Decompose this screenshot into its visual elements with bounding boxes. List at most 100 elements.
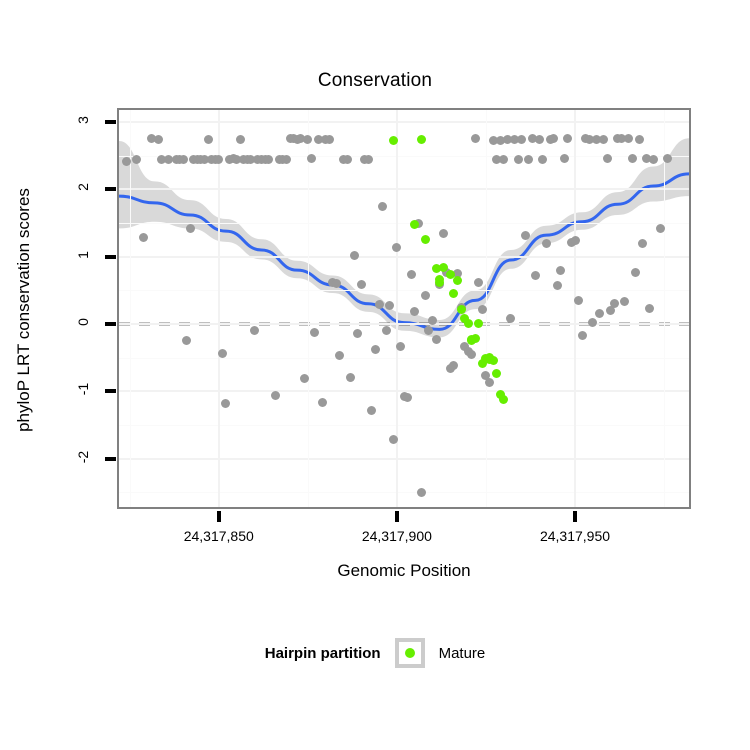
scatter-point	[178, 154, 188, 164]
scatter-point	[157, 154, 167, 164]
scatter-point	[460, 314, 470, 324]
scatter-point	[481, 371, 491, 381]
scatter-point	[477, 305, 487, 315]
scatter-point	[264, 154, 274, 164]
gridline-minor-horizontal	[119, 155, 689, 157]
scatter-point	[346, 372, 356, 382]
scatter-point	[570, 236, 580, 246]
legend-title: Hairpin partition	[264, 644, 381, 662]
scatter-point	[563, 134, 573, 144]
scatter-point	[531, 271, 541, 281]
scatter-point	[395, 341, 405, 351]
scatter-point	[392, 242, 402, 252]
gridline-major-horizontal	[119, 121, 689, 124]
scatter-point	[296, 134, 306, 144]
scatter-point	[648, 154, 658, 164]
gridline-minor-horizontal	[119, 424, 689, 426]
scatter-point	[249, 326, 259, 336]
scatter-point	[420, 290, 430, 300]
y-axis-tick-label: 0	[75, 318, 91, 326]
scatter-point	[645, 304, 655, 313]
scatter-point	[492, 369, 502, 379]
scatter-point	[435, 275, 445, 285]
scatter-point	[438, 262, 448, 272]
scatter-point	[616, 134, 626, 144]
scatter-point	[495, 390, 505, 400]
gridline-minor-vertical	[129, 110, 131, 507]
scatter-point	[591, 135, 601, 145]
scatter-point	[317, 397, 327, 407]
scatter-point	[410, 307, 420, 317]
scatter-point	[456, 304, 466, 314]
y-axis-tick-label: 1	[75, 250, 91, 259]
scatter-point	[378, 202, 388, 212]
scatter-point	[139, 232, 149, 242]
gridline-minor-horizontal	[119, 357, 689, 359]
scatter-point	[438, 228, 448, 238]
gridline-minor-horizontal	[119, 290, 689, 292]
scatter-point	[403, 393, 413, 403]
scatter-point	[335, 351, 345, 361]
scatter-point	[474, 318, 484, 328]
scatter-point	[153, 135, 163, 145]
scatter-point	[121, 156, 131, 166]
scatter-point	[371, 345, 380, 355]
scatter-point	[599, 135, 608, 145]
plot-panel-inner	[119, 110, 689, 507]
scatter-point	[431, 264, 441, 274]
scatter-point	[420, 235, 430, 245]
scatter-point	[214, 154, 224, 164]
y-axis-tick	[105, 389, 116, 394]
page-title: Conservation	[317, 70, 433, 91]
scatter-point	[460, 341, 470, 351]
y-axis-tick-label: 3	[75, 116, 91, 125]
legend-point-icon	[404, 648, 415, 658]
scatter-point	[509, 135, 519, 145]
scatter-point	[534, 135, 544, 145]
x-axis-tick	[216, 511, 221, 522]
scatter-point	[506, 314, 516, 324]
scatter-point	[463, 319, 473, 329]
x-axis-tick	[394, 511, 399, 522]
scatter-point	[452, 269, 462, 278]
scatter-point	[499, 394, 509, 404]
x-axis-tick-label: 24,317,950	[539, 528, 611, 544]
gridline-minor-horizontal	[119, 492, 689, 494]
scatter-point	[388, 136, 398, 146]
scatter-point	[495, 135, 505, 145]
scatter-point	[502, 135, 512, 145]
scatter-point	[428, 316, 437, 326]
scatter-point	[203, 135, 213, 145]
scatter-point	[549, 134, 559, 144]
scatter-point	[638, 238, 648, 248]
scatter-point	[524, 154, 534, 164]
scatter-point	[388, 434, 398, 444]
scatter-point	[542, 238, 551, 248]
gridline-major-horizontal	[119, 457, 689, 460]
scatter-point	[385, 301, 395, 311]
legend-key-mature[interactable]	[394, 638, 425, 668]
gridline-major-horizontal	[119, 390, 689, 393]
gridline-minor-vertical	[307, 110, 309, 507]
scatter-point	[164, 155, 174, 165]
gridline-major-vertical	[395, 110, 398, 507]
scatter-point	[552, 281, 562, 291]
y-axis-tick-label: -1	[75, 383, 91, 396]
y-axis-tick-label: -2	[75, 450, 91, 463]
legend-label-mature: Mature	[438, 644, 486, 662]
scatter-point	[595, 308, 605, 318]
scatter-point	[324, 135, 334, 145]
y-axis-title: phyloP LRT conservation scores	[14, 188, 33, 432]
scatter-point	[331, 279, 341, 289]
x-axis-title: Genomic Position	[337, 561, 471, 580]
scatter-point	[474, 277, 484, 287]
scatter-point	[363, 154, 373, 164]
scatter-point	[467, 350, 477, 360]
scatter-point	[492, 154, 502, 164]
scatter-point	[584, 135, 594, 145]
scatter-point	[374, 299, 384, 309]
gridline-minor-vertical	[664, 110, 666, 507]
scatter-point	[663, 153, 673, 163]
scatter-point	[381, 326, 391, 336]
scatter-point	[281, 154, 291, 164]
